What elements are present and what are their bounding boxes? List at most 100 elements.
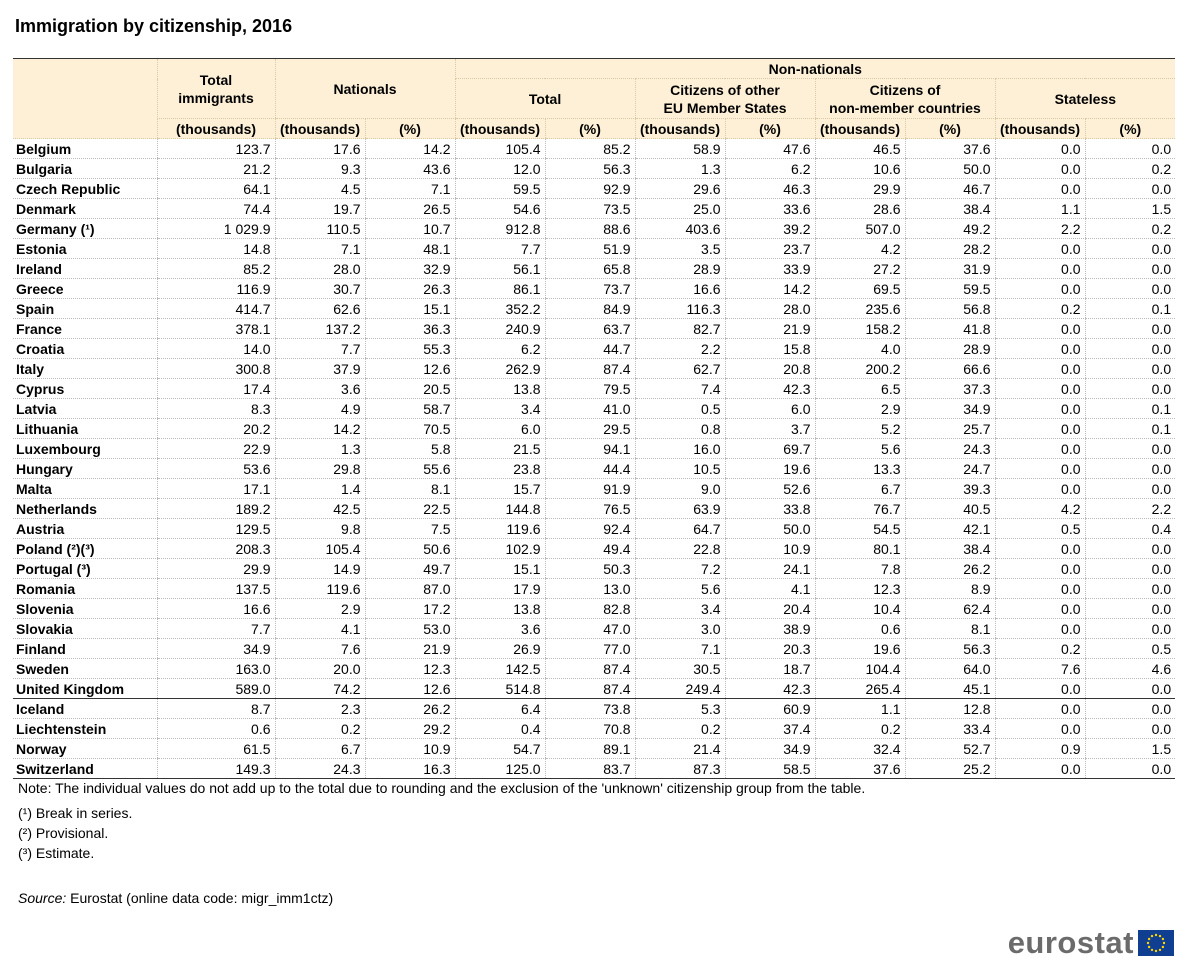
cell: 9.3 <box>274 158 365 179</box>
cell: 86.1 <box>454 278 546 299</box>
table-row: United Kingdom 589.0 74.2 12.6 514.8 87.4 249.… <box>13 678 1176 699</box>
cell: 21.9 <box>724 318 816 339</box>
row-label: Czech Republic <box>13 178 157 199</box>
cell: 0.2 <box>994 638 1086 659</box>
cell: 5.6 <box>634 578 726 599</box>
cell: 4.6 <box>1084 658 1176 679</box>
table-row: Lithuania 20.2 14.2 70.5 6.0 29.5 0.8 3.7 5.2 25.… <box>13 418 1176 439</box>
cell: 5.3 <box>634 698 726 719</box>
cell: 50.0 <box>724 518 816 539</box>
data-table: Total immigrants Nationals Non-nationals… <box>13 58 1176 779</box>
cell: 4.0 <box>814 338 906 359</box>
cell: 6.2 <box>454 338 546 359</box>
cell: 17.9 <box>454 578 546 599</box>
cell: 0.9 <box>994 738 1086 759</box>
cell: 0.0 <box>994 438 1086 459</box>
cell: 30.7 <box>274 278 365 299</box>
column-header: Citizens of non-member countries <box>814 78 996 119</box>
cell: 59.5 <box>454 178 546 199</box>
source: Source: Eurostat (online data code: migr… <box>18 890 333 906</box>
cell: 3.7 <box>724 418 816 439</box>
cell: 0.0 <box>994 618 1086 639</box>
cell: 2.3 <box>274 698 365 719</box>
cell: 0.0 <box>994 418 1086 439</box>
cell: 0.0 <box>994 718 1086 739</box>
row-label: Netherlands <box>13 498 157 519</box>
row-label: Estonia <box>13 238 157 259</box>
cell: 13.8 <box>454 378 546 399</box>
cell: 14.2 <box>364 138 456 159</box>
cell: 77.0 <box>544 638 636 659</box>
cell: 149.3 <box>156 758 275 779</box>
cell: 21.9 <box>364 638 456 659</box>
cell: 0.0 <box>994 318 1086 339</box>
row-label: Switzerland <box>13 758 157 779</box>
cell: 80.1 <box>814 538 906 559</box>
cell: 3.6 <box>274 378 365 399</box>
cell: 20.3 <box>724 638 816 659</box>
cell: 14.0 <box>156 338 275 359</box>
cell: 589.0 <box>156 678 275 699</box>
cell: 102.9 <box>454 538 546 559</box>
cell: 10.7 <box>364 218 456 239</box>
cell: 0.4 <box>454 718 546 739</box>
cell: 34.9 <box>904 398 996 419</box>
cell: 21.5 <box>454 438 546 459</box>
cell: 33.6 <box>724 198 816 219</box>
table-row: Iceland 8.7 2.3 26.2 6.4 73.8 5.3 60.9 1.1 12.8 0.… <box>13 698 1176 719</box>
cell: 0.0 <box>994 558 1086 579</box>
cell: 9.8 <box>274 518 365 539</box>
cell: 56.1 <box>454 258 546 279</box>
cell: 33.8 <box>724 498 816 519</box>
cell: 1 029.9 <box>156 218 275 239</box>
cell: 7.1 <box>634 638 726 659</box>
cell: 22.9 <box>156 438 275 459</box>
cell: 8.3 <box>156 398 275 419</box>
cell: 0.0 <box>1084 178 1176 199</box>
cell: 58.5 <box>724 758 816 779</box>
cell: 116.9 <box>156 278 275 299</box>
cell: 4.1 <box>274 618 365 639</box>
cell: 7.6 <box>274 638 365 659</box>
cell: 1.1 <box>814 698 906 719</box>
row-label: Luxembourg <box>13 438 157 459</box>
cell: 0.2 <box>1084 158 1176 179</box>
cell: 123.7 <box>156 138 275 159</box>
cell: 61.5 <box>156 738 275 759</box>
row-label: Latvia <box>13 398 157 419</box>
cell: 12.6 <box>364 678 456 699</box>
cell: 60.9 <box>724 698 816 719</box>
cell: 33.9 <box>724 258 816 279</box>
cell: 0.0 <box>1084 378 1176 399</box>
cell: 507.0 <box>814 218 906 239</box>
cell: 0.0 <box>994 338 1086 359</box>
column-header: Stateless <box>994 78 1176 119</box>
cell: 0.0 <box>1084 758 1176 779</box>
table-row: Ireland 85.2 28.0 32.9 56.1 65.8 28.9 33.9 27.2 3… <box>13 258 1176 279</box>
cell: 26.2 <box>364 698 456 719</box>
cell: 15.1 <box>454 558 546 579</box>
cell: 37.4 <box>724 718 816 739</box>
table-row: Finland 34.9 7.6 21.9 26.9 77.0 7.1 20.3 19.6 56.… <box>13 638 1176 659</box>
table-row: Austria 129.5 9.8 7.5 119.6 92.4 64.7 50.0 54.5 4… <box>13 518 1176 539</box>
table-row: Slovakia 7.7 4.1 53.0 3.6 47.0 3.0 38.9 0.6 8.1 0.… <box>13 618 1176 639</box>
row-label: Finland <box>13 638 157 659</box>
cell: 12.3 <box>814 578 906 599</box>
cell: 55.6 <box>364 458 456 479</box>
cell: 144.8 <box>454 498 546 519</box>
cell: 1.3 <box>274 438 365 459</box>
cell: 403.6 <box>634 218 726 239</box>
footnote: (¹) Break in series. <box>18 805 133 821</box>
cell: 28.0 <box>274 258 365 279</box>
cell: 84.9 <box>544 298 636 319</box>
cell: 2.2 <box>1084 498 1176 519</box>
cell: 48.1 <box>364 238 456 259</box>
cell: 56.3 <box>904 638 996 659</box>
cell: 0.6 <box>156 718 275 739</box>
table-row: Germany (¹) 1 029.9 110.5 10.7 912.8 88.6 403.… <box>13 218 1176 239</box>
table-row: Cyprus 17.4 3.6 20.5 13.8 79.5 7.4 42.3 6.5 37.3 0… <box>13 378 1176 399</box>
cell: 43.6 <box>364 158 456 179</box>
cell: 16.6 <box>156 598 275 619</box>
cell: 0.0 <box>994 538 1086 559</box>
table-row: Czech Republic 64.1 4.5 7.1 59.5 92.9 29.6 46.3… <box>13 178 1176 199</box>
